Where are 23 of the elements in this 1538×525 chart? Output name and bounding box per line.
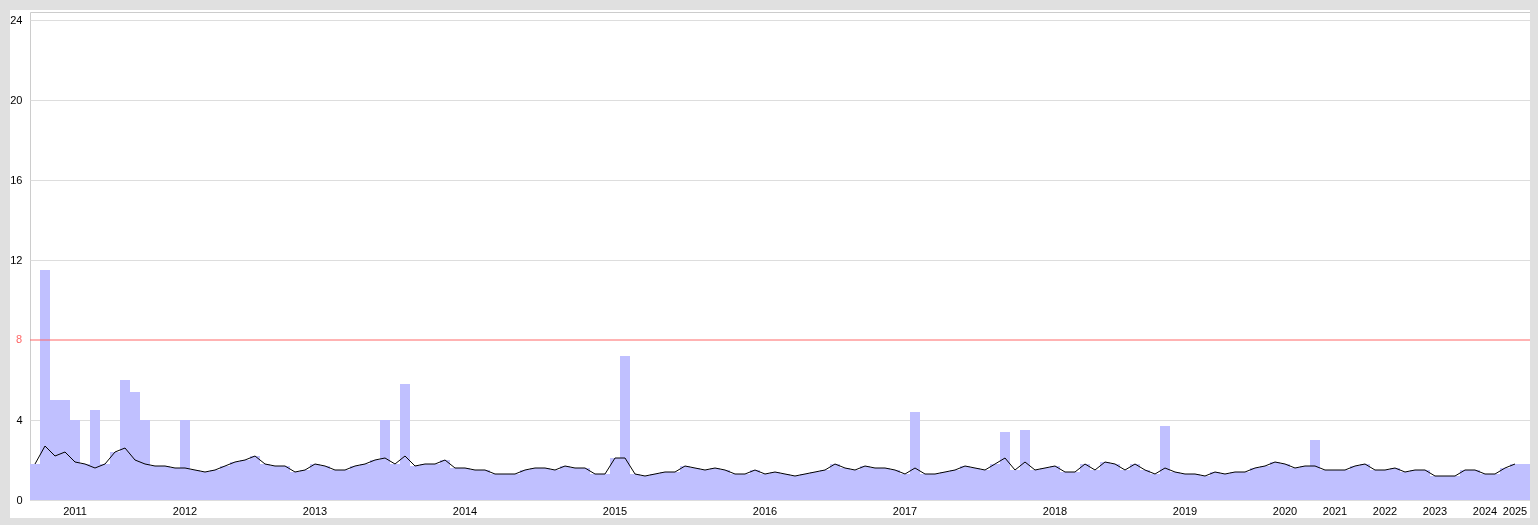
x-tick-label: 2019 <box>1172 504 1198 517</box>
line-series <box>34 445 1516 477</box>
y-tick-label: 24 <box>10 13 23 26</box>
x-tick-label: 2017 <box>892 504 918 517</box>
y-tick-label: 20 <box>10 93 23 106</box>
x-tick-label: 2023 <box>1422 504 1448 517</box>
x-tick-label: 2025 <box>1502 504 1528 517</box>
x-tick-label: 2011 <box>63 504 87 517</box>
y-tick-label: 12 <box>10 253 23 266</box>
x-tick-label: 2024 <box>1472 504 1498 517</box>
ref-line-label: 8 <box>15 333 22 345</box>
x-tick-label: 2016 <box>752 504 778 517</box>
x-tick-label: 2022 <box>1372 504 1398 517</box>
y-tick-label: 16 <box>10 173 23 186</box>
x-tick-label: 2013 <box>302 504 328 517</box>
x-tick-label: 2012 <box>172 504 198 517</box>
x-tick-label: 2014 <box>452 504 478 517</box>
x-tick-label: 2021 <box>1322 504 1348 517</box>
x-tick-label: 2020 <box>1272 504 1298 517</box>
x-tick-label: 2015 <box>602 504 628 517</box>
y-tick-label: 4 <box>16 413 23 426</box>
y-tick-label: 0 <box>16 493 23 506</box>
x-tick-label: 2018 <box>1042 504 1068 517</box>
